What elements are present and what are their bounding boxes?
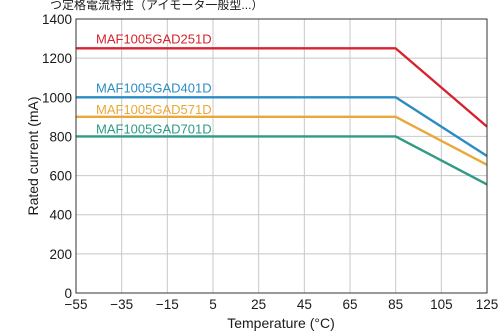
y-tick-labels: 0 200 400 600 800 1000 1200 1400: [42, 12, 72, 301]
top-header-text: つ定格電流特性（アイモータ一般型...）: [50, 0, 263, 12]
series-line-maf1005gad571d: [76, 115, 488, 166]
x-axis-title: Temperature (°C): [227, 315, 335, 331]
series-label-maf1005gad701d: MAF1005GAD701D: [96, 121, 212, 136]
series-lines: [76, 47, 488, 186]
y-tick-label: 1000: [42, 90, 72, 105]
x-tick-label: −55: [65, 297, 88, 312]
series-line-maf1005gad701d: [76, 135, 488, 186]
y-tick-label: 0: [64, 286, 72, 301]
y-tick-label: 800: [49, 129, 72, 144]
y-tick-label: 600: [49, 169, 72, 184]
series-label-maf1005gad251d: MAF1005GAD251D: [96, 31, 212, 46]
x-tick-label: 105: [430, 297, 453, 312]
y-tick-label: 1200: [42, 51, 72, 66]
x-tick-label: 125: [476, 297, 499, 312]
series-labels: MAF1005GAD251D MAF1005GAD401D MAF1005GAD57…: [96, 31, 212, 136]
x-tick-label: −35: [110, 297, 133, 312]
y-tick-label: 400: [49, 208, 72, 223]
grid-lines: [75, 18, 488, 294]
series-line-maf1005gad251d: [76, 47, 488, 128]
y-axis-title: Rated current (mA): [25, 96, 41, 215]
y-tick-label: 200: [49, 247, 72, 262]
x-tick-labels: −55 −35 −15 5 25 45 65 85 105 125: [65, 297, 499, 312]
x-tick-label: 85: [388, 297, 403, 312]
series-label-maf1005gad571d: MAF1005GAD571D: [96, 102, 212, 117]
x-tick-label: −15: [156, 297, 179, 312]
y-tick-label: 1400: [42, 12, 72, 27]
x-tick-label: 45: [297, 297, 312, 312]
series-line-maf1005gad401d: [76, 96, 488, 158]
series-label-maf1005gad401d: MAF1005GAD401D: [96, 80, 212, 95]
x-tick-label: 25: [251, 297, 266, 312]
x-tick-label: 5: [209, 297, 217, 312]
x-tick-label: 65: [342, 297, 357, 312]
plot-frame: [75, 18, 488, 294]
